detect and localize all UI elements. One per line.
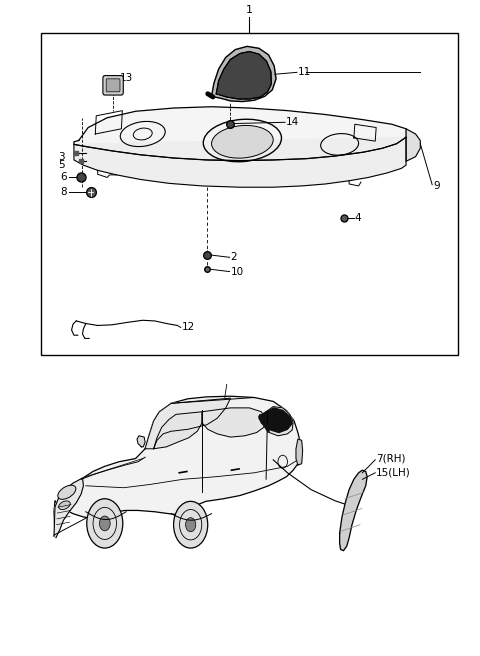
- Text: 5: 5: [58, 160, 64, 170]
- Ellipse shape: [212, 125, 273, 158]
- Polygon shape: [216, 52, 271, 99]
- Text: 12: 12: [181, 322, 195, 333]
- Polygon shape: [212, 47, 276, 102]
- Text: 15(LH): 15(LH): [376, 468, 411, 478]
- Polygon shape: [54, 396, 301, 537]
- Polygon shape: [202, 408, 266, 437]
- Text: 7(RH): 7(RH): [376, 453, 406, 464]
- Circle shape: [99, 516, 110, 531]
- Text: 2: 2: [230, 253, 237, 262]
- Polygon shape: [145, 398, 230, 449]
- Polygon shape: [259, 415, 269, 432]
- FancyBboxPatch shape: [103, 75, 123, 95]
- Polygon shape: [74, 137, 406, 187]
- Text: 8: 8: [60, 188, 67, 197]
- Ellipse shape: [58, 485, 76, 499]
- FancyBboxPatch shape: [106, 79, 120, 92]
- Polygon shape: [340, 470, 367, 550]
- Ellipse shape: [59, 501, 70, 510]
- Circle shape: [174, 501, 208, 548]
- Polygon shape: [259, 408, 292, 432]
- Text: 9: 9: [433, 181, 440, 191]
- Text: 4: 4: [355, 213, 361, 224]
- Polygon shape: [296, 439, 302, 465]
- Text: 11: 11: [298, 68, 311, 77]
- Polygon shape: [154, 412, 202, 449]
- Circle shape: [87, 499, 123, 548]
- Text: 3: 3: [58, 152, 64, 162]
- Text: 6: 6: [60, 173, 67, 182]
- Text: 14: 14: [286, 117, 299, 127]
- Polygon shape: [54, 478, 84, 538]
- Polygon shape: [137, 436, 145, 447]
- Circle shape: [186, 518, 196, 532]
- Text: 10: 10: [230, 266, 244, 277]
- Polygon shape: [74, 107, 406, 161]
- Polygon shape: [406, 129, 420, 161]
- Text: 13: 13: [120, 73, 133, 83]
- Bar: [41, 33, 458, 355]
- Text: 1: 1: [246, 5, 253, 15]
- Polygon shape: [266, 407, 293, 436]
